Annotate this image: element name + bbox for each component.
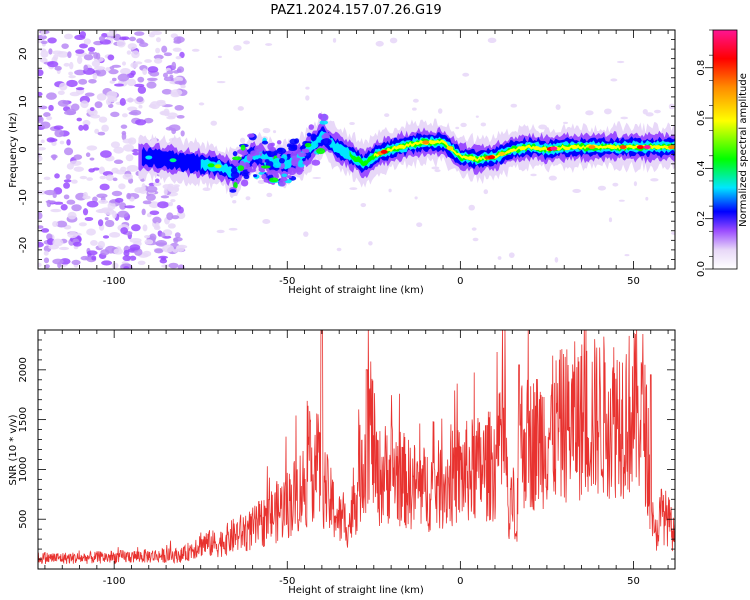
snr-x-axis-label: Height of straight line (km) bbox=[288, 585, 424, 596]
snr-background bbox=[38, 330, 675, 569]
spectrogram-y-tick-label: -20 bbox=[18, 237, 29, 253]
snr-x-tick-label: 0 bbox=[457, 576, 463, 587]
colorbar-label: Normalized spectral amplitude bbox=[738, 73, 749, 227]
colorbar-tick-label: 0.0 bbox=[696, 261, 707, 277]
spectrogram-y-tick-label: 0 bbox=[18, 146, 29, 152]
snr-y-axis-label: SNR (10 * v/v) bbox=[8, 414, 19, 485]
colorbar: 0.0 0.2 0.4 0.6 0.8 Normalized spectral ampl… bbox=[696, 29, 749, 277]
colorbar-tick-label: 0.8 bbox=[696, 60, 707, 76]
spectrogram-heatmap bbox=[38, 30, 675, 269]
spectrogram-y-tick-label: -10 bbox=[18, 189, 29, 205]
spectrogram-y-tick-label: 20 bbox=[18, 48, 29, 61]
snr-x-tick-label: -50 bbox=[279, 576, 295, 587]
colorbar-tick-label: 0.6 bbox=[696, 110, 707, 126]
colorbar-tick-label: 0.2 bbox=[696, 211, 707, 227]
snr-y-tick-label: 2000 bbox=[18, 357, 29, 382]
snr-y-tick-label: 1500 bbox=[18, 407, 29, 432]
spectrogram-y-tick-label: 10 bbox=[18, 95, 29, 108]
snr-x-tick-label: -100 bbox=[103, 576, 126, 587]
snr-panel: -100 -50 0 50 500 1000 1500 2000 Height of stra… bbox=[8, 329, 676, 596]
spectrogram-y-axis-label: Frequency (Hz) bbox=[8, 112, 19, 188]
spectrogram-x-tick-label: 50 bbox=[627, 276, 640, 287]
spectrogram-x-tick-label: -100 bbox=[103, 276, 126, 287]
snr-y-tick-label: 500 bbox=[18, 510, 29, 529]
colorbar-gradient bbox=[712, 29, 738, 270]
spectrogram-x-tick-label: -50 bbox=[279, 276, 295, 287]
snr-line bbox=[38, 330, 675, 565]
colorbar-ticks: 0.0 0.2 0.4 0.6 0.8 bbox=[696, 29, 713, 277]
snr-x-tick-label: 50 bbox=[627, 576, 640, 587]
colorbar-tick-label: 0.4 bbox=[696, 160, 707, 176]
figure-title: PAZ1.2024.157.07.26.G19 bbox=[270, 3, 441, 18]
snr-y-tick-label: 1000 bbox=[18, 457, 29, 482]
spectrogram-x-tick-label: 0 bbox=[457, 276, 463, 287]
spectrogram-x-axis-label: Height of straight line (km) bbox=[288, 285, 424, 296]
snr-ticks: -100 -50 0 50 500 1000 1500 2000 bbox=[18, 329, 675, 587]
